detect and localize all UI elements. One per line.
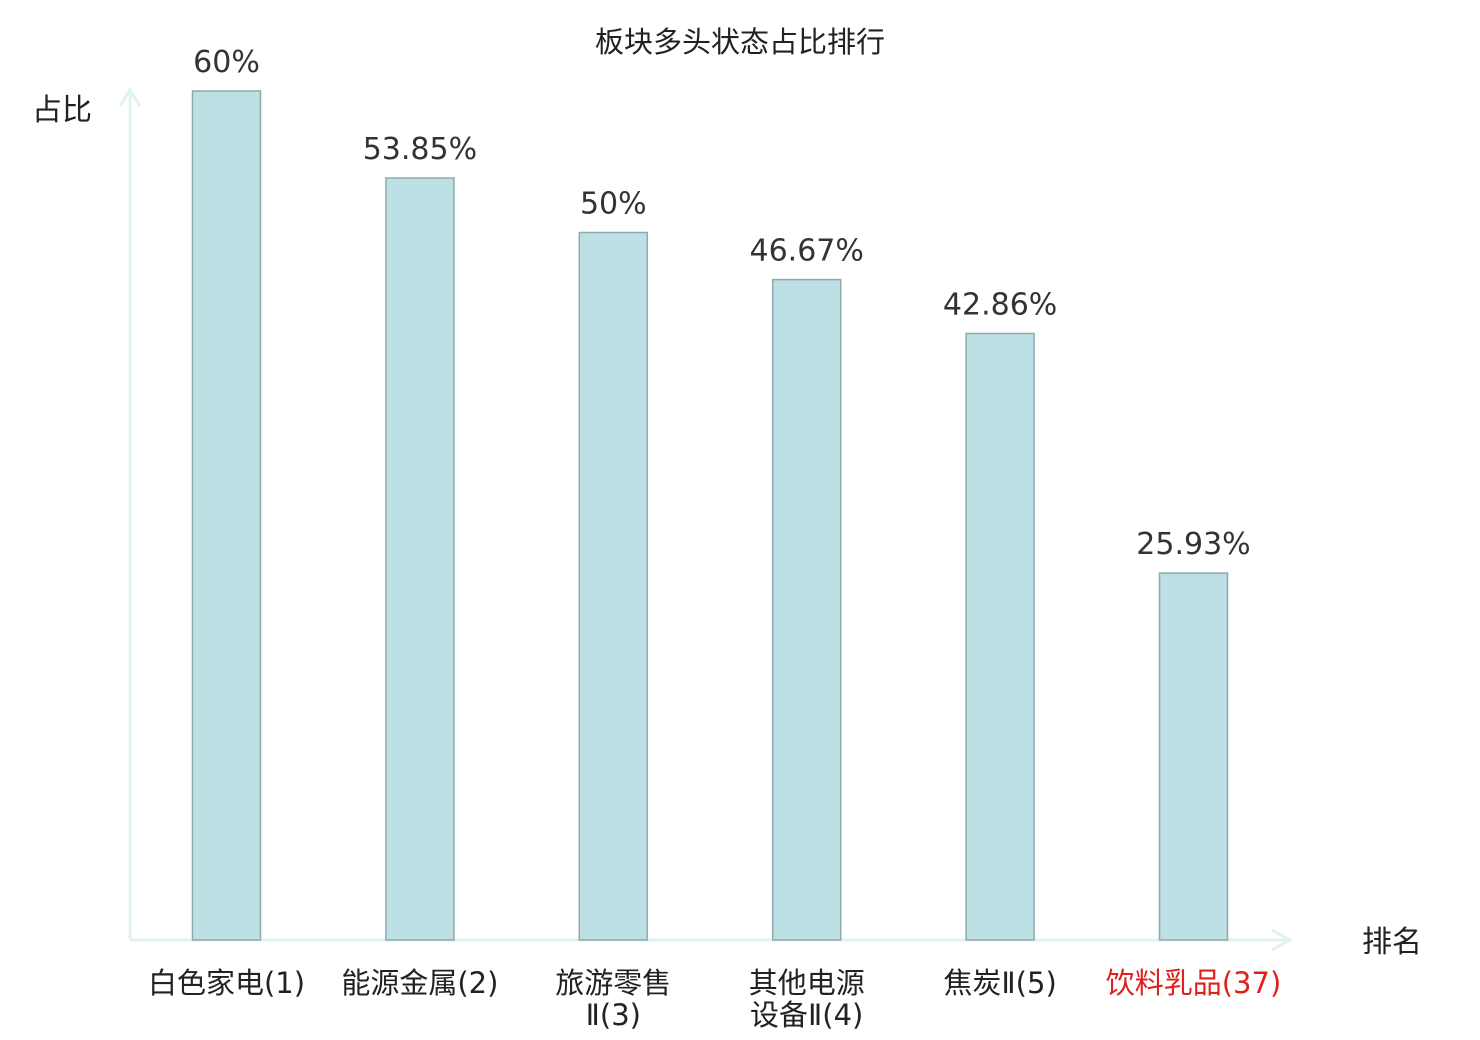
bar-2 (385, 177, 455, 941)
category-label-2: 能源金属(2) (341, 966, 498, 1000)
value-label-5: 42.86% (943, 288, 1057, 323)
category-label-3-line-2: Ⅱ(3) (586, 998, 641, 1032)
bar-5 (965, 332, 1035, 941)
value-label-1: 60% (193, 45, 260, 80)
value-label-3: 50% (580, 187, 647, 222)
category-label-3-line-1: 旅游零售 (555, 966, 671, 1000)
x-axis-label: 排名 (1362, 925, 1422, 960)
value-label-2: 53.85% (363, 132, 477, 167)
bar-6 (1158, 572, 1229, 941)
bar-3 (578, 231, 649, 941)
category-label-1: 白色家电(1) (148, 966, 305, 1000)
value-labels-group: 60% 53.85% 50% 46.67% 42.86% 25.93% (193, 45, 1251, 562)
y-axis-arrowhead (118, 87, 142, 107)
category-label-4-line-1: 其他电源 (749, 966, 865, 1000)
value-label-4: 46.67% (750, 234, 864, 269)
chart-title: 板块多头状态占比排行 (595, 25, 885, 59)
x-axis-arrowhead (1271, 928, 1294, 952)
category-label-5: 焦炭Ⅱ(5) (943, 966, 1056, 1000)
bar-1 (191, 90, 262, 941)
value-label-6: 25.93% (1136, 527, 1250, 562)
bars-group (191, 90, 1229, 941)
category-label-4-line-2: 设备Ⅱ(4) (750, 998, 863, 1032)
category-label-6: 饮料乳品(37) (1106, 966, 1282, 1000)
y-axis-label: 占比 (32, 93, 92, 128)
bar-4 (771, 278, 842, 941)
